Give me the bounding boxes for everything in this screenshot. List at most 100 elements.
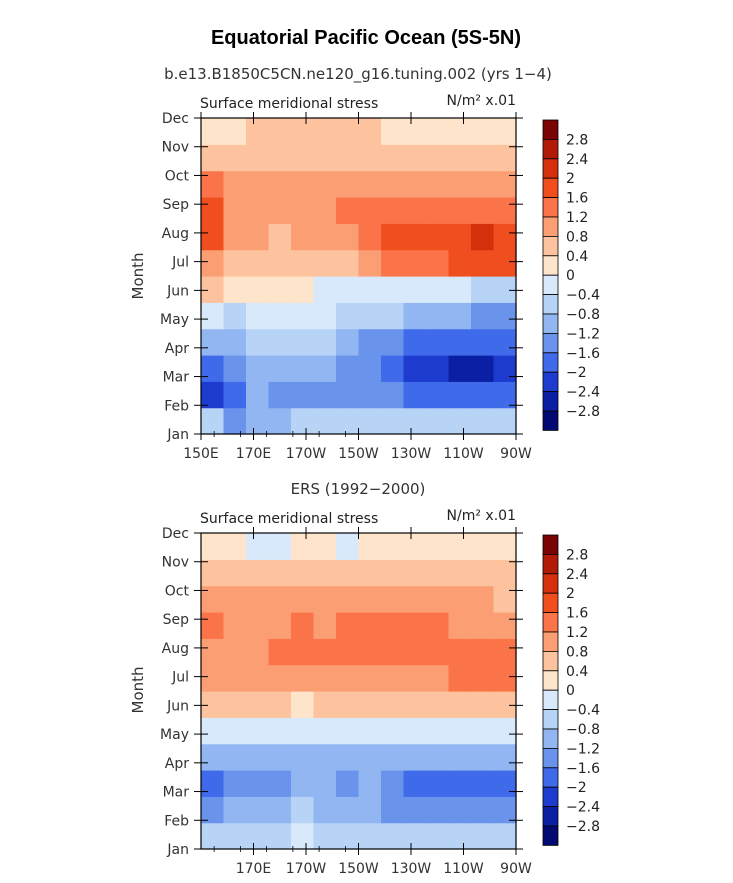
heatmap-cell [223,717,247,745]
heatmap-cell [426,770,450,797]
heatmap-cell [448,770,472,797]
heatmap-cell [223,612,247,639]
colorbar-box [542,138,559,160]
heatmap-cell [471,223,495,251]
heatmap-cell [313,717,337,745]
heatmap-cell [426,796,450,824]
heatmap-cell [201,770,225,797]
colorbar-box [542,534,559,555]
heatmap-cell [358,144,382,172]
heatmap-cell [381,223,405,251]
heatmap-cell [336,691,360,718]
heatmap-cell [201,638,225,666]
heatmap-cell [381,302,405,330]
heatmap-cell [291,533,315,560]
heatmap-cell [291,559,315,587]
heatmap-cell [381,249,405,277]
colorbar-box [542,216,559,237]
heatmap-cell [268,276,292,303]
heatmap-cell [291,770,315,797]
heatmap-cell [223,144,247,172]
heatmap-cell [358,559,382,587]
heatmap-cell [381,144,405,172]
heatmap-cell [201,328,225,356]
heatmap-cell [246,249,270,277]
heatmap-cell [403,302,427,330]
heatmap-cell [313,743,337,771]
heatmap-cell [246,223,270,251]
heatmap-cell [448,743,472,771]
heatmap-cell [313,691,337,718]
heatmap-cell [313,585,337,613]
figure-title: Equatorial Pacific Ocean (5S-5N) [211,27,521,49]
colorbar-box [542,767,559,788]
colorbar-box [542,651,559,672]
heatmap-cell [426,664,450,692]
heatmap-cell [358,328,382,356]
y-tick-label: Jan [166,427,189,443]
observations-units-label: N/m² x.01 [447,508,516,524]
heatmap-cell [291,822,315,850]
y-tick-label: May [160,312,189,328]
heatmap-cell [381,170,405,198]
colorbar-label: −0.8 [566,307,600,323]
heatmap-cell [493,276,517,303]
heatmap-cell [358,770,382,797]
heatmap-cell [336,559,360,587]
heatmap-cell [313,822,337,850]
heatmap-cell [403,822,427,850]
colorbar-box [542,391,559,412]
heatmap-cell [403,612,427,639]
heatmap-cell [448,170,472,198]
heatmap-cell [403,118,427,145]
heatmap-cell [426,249,450,277]
colorbar-label: 2.8 [566,132,588,148]
heatmap-cell [471,691,495,718]
heatmap-cell [246,355,270,382]
heatmap-cell [493,822,517,850]
heatmap-cell [268,407,292,435]
model-subtitle: b.e13.B1850C5CN.ne120_g16.tuning.002 (yr… [164,65,552,84]
heatmap-cell [426,276,450,303]
heatmap-cell [336,223,360,251]
heatmap-cell [336,533,360,560]
colorbar-box [542,612,559,633]
heatmap-cell [448,249,472,277]
heatmap-cell [313,249,337,277]
heatmap-cell [223,249,247,277]
heatmap-cell [358,407,382,435]
heatmap-cell [358,355,382,382]
x-tick-label: 130W [391,446,432,462]
x-tick-label: 170W [286,861,327,877]
colorbar-box [542,332,559,354]
heatmap-cell [313,533,337,560]
heatmap-cell [426,822,450,850]
heatmap-cell [291,407,315,435]
heatmap-cell [291,170,315,198]
heatmap-cell [493,717,517,745]
heatmap-cell [358,717,382,745]
heatmap-cell [313,638,337,666]
heatmap-cell [426,118,450,145]
heatmap-cell [471,407,495,435]
heatmap-cell [358,118,382,145]
heatmap-cell [268,223,292,251]
colorbar-box [542,158,559,179]
heatmap-cell [268,796,292,824]
heatmap-cell [426,612,450,639]
heatmap-cell [381,796,405,824]
y-tick-label: May [160,727,189,743]
colorbar-label: −0.4 [566,288,600,304]
heatmap-cell [268,743,292,771]
x-tick-label: 110W [443,861,484,877]
heatmap-cell [313,118,337,145]
heatmap-cell [336,664,360,692]
heatmap-cell [381,118,405,145]
y-tick-label: Apr [165,341,189,357]
heatmap-cell [426,144,450,172]
heatmap-cell [336,170,360,198]
model-units-label: N/m² x.01 [447,93,516,109]
heatmap-cell [268,638,292,666]
heatmap-cell [381,638,405,666]
heatmap-cell [403,743,427,771]
